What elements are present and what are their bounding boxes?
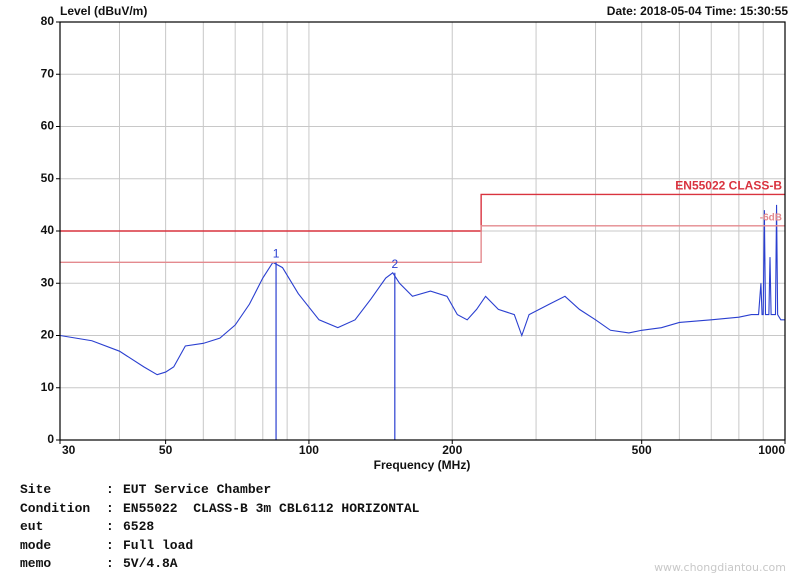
info-value: EUT Service Chamber (123, 482, 272, 497)
info-key: mode (20, 537, 52, 553)
info-value: Full load (123, 537, 194, 553)
y-tick-label: 0 (47, 432, 54, 446)
x-axis-label: Frequency (MHz) (374, 458, 471, 472)
plot-frame (59, 21, 786, 441)
x-tick-label: 30 (62, 443, 76, 457)
info-value: 6528 (123, 519, 155, 535)
limit-label: EN55022 CLASS-B (675, 179, 782, 193)
info-separator: : (106, 519, 114, 535)
info-separator: : (106, 482, 114, 497)
info-value: 5V/4.8A (123, 556, 178, 572)
limit-line (60, 193, 785, 232)
y-tick-label: 70 (41, 66, 55, 80)
y-tick-label: 40 (41, 223, 55, 237)
info-separator: : (106, 556, 114, 572)
x-tick-label: 500 (632, 443, 652, 457)
y-tick-label: 20 (41, 328, 55, 342)
peak-marker-label: 1 (273, 247, 280, 261)
chart: Level (dBuV/m) Date: 2018-05-04 Time: 15… (41, 4, 789, 472)
info-key: eut (20, 519, 44, 535)
y-tick-label: 60 (41, 119, 55, 133)
info-key: Condition (20, 500, 91, 516)
y-tick-label: 10 (41, 380, 55, 394)
x-tick-label: 1000 (758, 443, 785, 457)
info-key: memo (20, 556, 52, 572)
y-tick-label: 50 (41, 171, 55, 185)
y-tick-label: 30 (41, 275, 55, 289)
info-separator: : (106, 500, 114, 516)
x-tick-label: 50 (159, 443, 173, 457)
info-value: EN55022 CLASS-B 3m CBL6112 HORIZONTAL (123, 500, 420, 516)
limit-label: -6dB (760, 212, 782, 223)
info-key: Site (20, 482, 52, 497)
date-time: Date: 2018-05-04 Time: 15:30:55 (607, 4, 789, 18)
x-tick-label: 200 (442, 443, 462, 457)
info-separator: : (106, 537, 114, 553)
watermark: www.chongdiantou.com (654, 561, 786, 574)
peak-marker-label: 2 (391, 257, 398, 271)
y-axis-label: Level (dBuV/m) (60, 4, 147, 18)
x-tick-label: 100 (299, 443, 319, 457)
trace (59, 204, 785, 376)
limit-line (60, 225, 785, 264)
y-tick-label: 80 (41, 14, 55, 28)
